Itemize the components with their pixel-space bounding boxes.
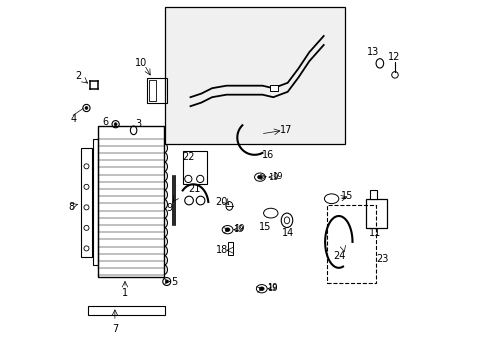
Bar xyxy=(165,7,345,144)
Bar xyxy=(326,205,375,283)
Text: 1: 1 xyxy=(122,288,128,298)
Bar xyxy=(149,80,156,101)
Bar xyxy=(227,242,232,255)
Text: 19: 19 xyxy=(266,284,277,292)
Bar xyxy=(369,190,376,199)
Text: 7: 7 xyxy=(112,324,118,334)
Text: 23: 23 xyxy=(375,254,388,264)
Ellipse shape xyxy=(257,175,262,179)
Circle shape xyxy=(85,107,88,109)
Text: 19: 19 xyxy=(232,225,243,234)
Circle shape xyxy=(114,123,117,126)
Bar xyxy=(81,148,92,257)
Text: 19: 19 xyxy=(271,172,282,181)
Text: 20: 20 xyxy=(215,197,227,207)
Text: 5: 5 xyxy=(170,276,177,287)
Text: 19: 19 xyxy=(233,225,244,234)
Circle shape xyxy=(215,108,219,112)
Text: 10: 10 xyxy=(135,58,147,68)
Text: 9: 9 xyxy=(166,203,172,213)
Text: 18: 18 xyxy=(215,245,227,255)
Circle shape xyxy=(165,280,168,283)
Text: 19: 19 xyxy=(266,284,277,293)
Ellipse shape xyxy=(259,287,264,291)
Text: 8: 8 xyxy=(68,202,75,212)
Text: 19: 19 xyxy=(267,173,278,182)
Bar xyxy=(88,306,165,315)
Text: 12: 12 xyxy=(387,51,399,62)
Bar xyxy=(93,139,98,265)
Text: 16: 16 xyxy=(261,150,273,160)
Text: 2: 2 xyxy=(75,71,81,81)
Text: 6: 6 xyxy=(102,117,108,127)
Bar xyxy=(366,199,386,228)
Text: 11: 11 xyxy=(368,228,380,238)
Text: 13: 13 xyxy=(366,47,379,57)
Bar xyxy=(98,126,164,277)
Text: 22: 22 xyxy=(182,152,194,162)
Bar xyxy=(270,85,278,91)
Text: 21: 21 xyxy=(187,184,200,194)
Ellipse shape xyxy=(225,228,229,231)
Bar xyxy=(182,151,206,184)
Text: 3: 3 xyxy=(135,119,141,129)
Circle shape xyxy=(249,108,253,112)
Text: 15: 15 xyxy=(259,222,271,232)
Text: 4: 4 xyxy=(70,114,76,124)
Bar xyxy=(146,78,167,103)
Text: 24: 24 xyxy=(332,251,345,261)
Text: 15: 15 xyxy=(341,191,353,201)
Text: 17: 17 xyxy=(279,125,291,135)
Text: 14: 14 xyxy=(281,228,293,238)
